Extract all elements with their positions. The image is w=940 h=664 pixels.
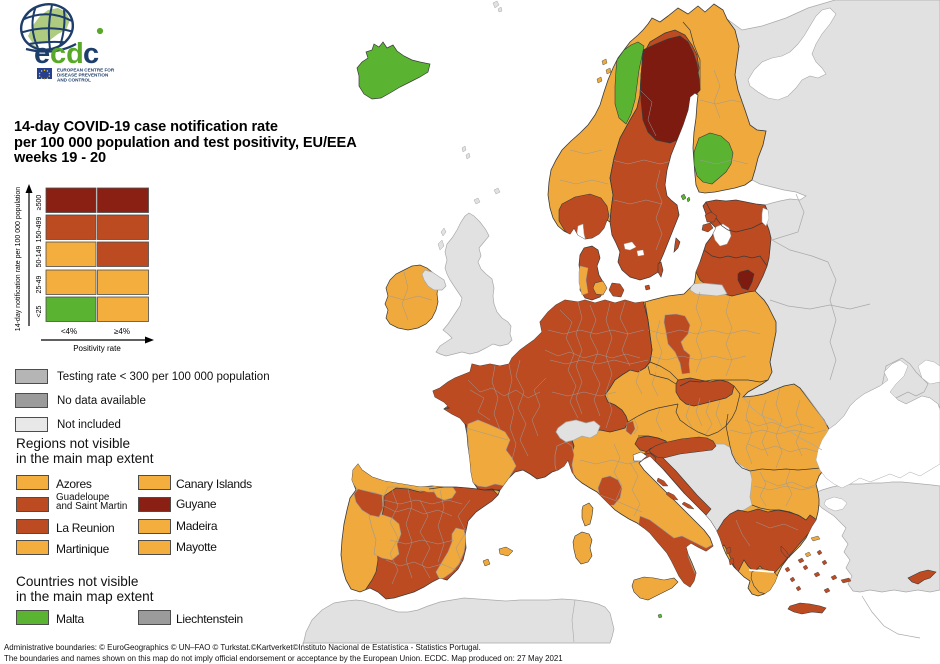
svg-text:<4%: <4% (61, 327, 77, 336)
svg-text:cd: cd (50, 38, 84, 70)
svg-text:50-149: 50-149 (36, 245, 43, 267)
svg-text:e: e (34, 38, 50, 70)
svg-text:<25: <25 (36, 305, 43, 317)
svg-text:EUROPEAN CENTRE FOR: EUROPEAN CENTRE FOR (57, 68, 115, 73)
svg-text:AND CONTROL: AND CONTROL (57, 78, 91, 83)
svg-text:c: c (83, 38, 99, 70)
svg-text:Positivity rate: Positivity rate (73, 344, 121, 353)
svg-text:25-49: 25-49 (36, 275, 43, 293)
svg-text:150-499: 150-499 (36, 217, 43, 243)
svg-text:14-day notification rate per 1: 14-day notification rate per 100 000 pop… (15, 187, 22, 331)
svg-text:≥4%: ≥4% (114, 327, 130, 336)
svg-text:DISEASE PREVENTION: DISEASE PREVENTION (57, 73, 109, 78)
svg-text:≥500: ≥500 (36, 195, 43, 211)
